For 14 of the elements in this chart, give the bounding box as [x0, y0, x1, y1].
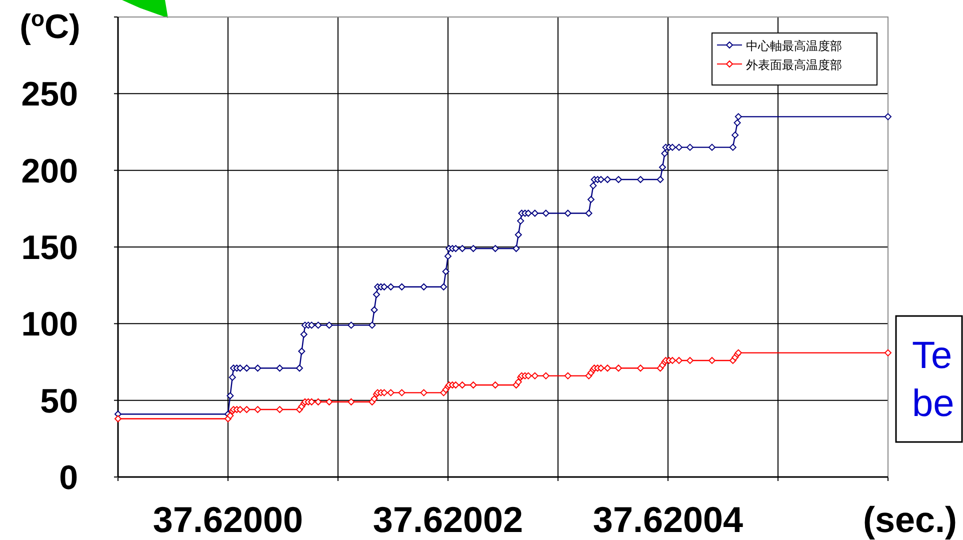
x-axis-title: (sec.) — [862, 499, 958, 540]
x-tick-label: 37.62000 — [152, 499, 304, 540]
y-tick-label: 150 — [21, 229, 78, 267]
y-tick-label: 0 — [59, 459, 78, 497]
y-tick-label: 50 — [40, 382, 78, 420]
text: Te be — [912, 335, 954, 425]
y-tick-label: 250 — [21, 76, 78, 114]
legend-label: 中心軸最高温度部 — [746, 39, 842, 53]
y-tick-label: 200 — [21, 152, 78, 190]
x-tick-label: 37.62004 — [592, 499, 744, 540]
y-tick-label: 100 — [21, 306, 78, 344]
y-axis-title: ($^{o}$C) — [20, 6, 80, 46]
legend-label: 外表面最高温度部 — [746, 58, 842, 72]
x-tick-label: 37.62002 — [372, 499, 524, 540]
